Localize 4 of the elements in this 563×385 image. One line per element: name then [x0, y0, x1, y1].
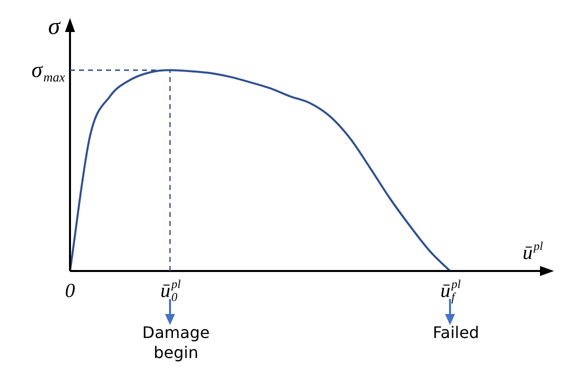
x-tick-label: 0: [65, 280, 75, 302]
y-axis-title: σ: [48, 14, 62, 40]
text: Damage begin: [142, 323, 210, 362]
text: Failed: [432, 323, 480, 342]
